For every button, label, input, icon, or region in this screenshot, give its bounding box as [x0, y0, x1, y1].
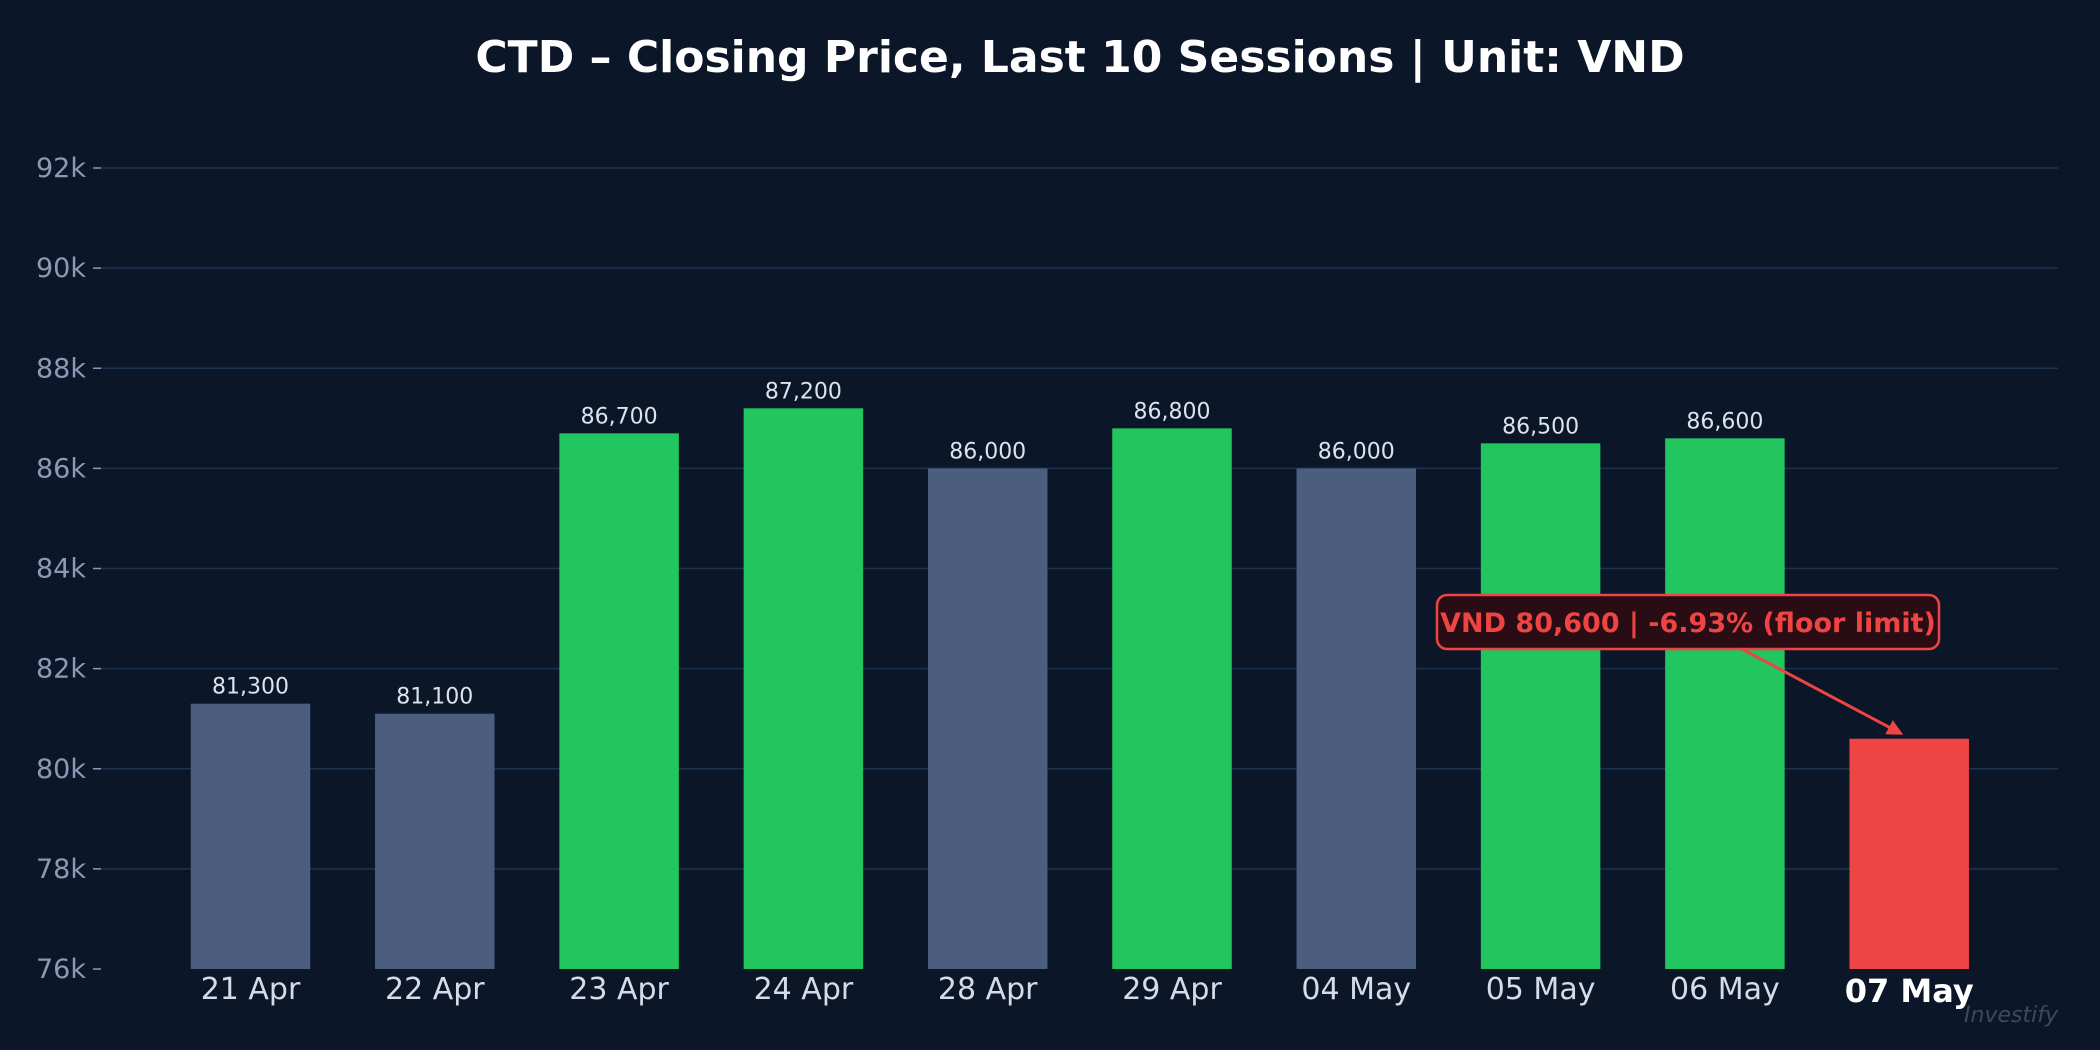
x-tick-label: 06 May — [1670, 972, 1780, 1007]
bar — [927, 468, 1048, 969]
y-tick-label: 80k — [36, 754, 86, 785]
x-tick-label: 07 May — [1845, 972, 1974, 1010]
y-axis: 76k 78k 80k 82k 84k 86k 88k 90k 92k — [36, 153, 101, 985]
x-tick-label: 05 May — [1486, 972, 1596, 1007]
y-tick-label: 86k — [36, 453, 86, 484]
x-tick-label: 28 Apr — [938, 972, 1038, 1007]
annotation-box — [1435, 593, 1941, 651]
x-tick-label: 04 May — [1301, 972, 1411, 1007]
bar — [375, 713, 495, 969]
y-tick-label: 76k — [36, 954, 86, 985]
bar — [559, 433, 679, 969]
chart-title: CTD – Closing Price, Last 10 Sessions | … — [475, 32, 1684, 83]
bar — [743, 408, 864, 969]
data-labels: 81,300 81,100 86,700 87,200 86,000 86,800 86,0… — [212, 379, 1763, 709]
watermark: Investify — [1964, 1003, 2059, 1028]
data-label: 86,000 — [949, 439, 1026, 464]
bar — [1665, 438, 1785, 969]
bar — [1480, 443, 1601, 969]
y-tick-label: 78k — [36, 854, 86, 885]
data-label: 81,300 — [212, 675, 289, 700]
annotation-text: VND 80,600 | -6.93% (floor limit) — [1440, 608, 1936, 639]
y-tick-label: 92k — [36, 153, 86, 184]
bar — [190, 703, 311, 969]
bars — [190, 408, 1969, 969]
annotation-arrow — [1741, 647, 1896, 732]
x-tick-label: 22 Apr — [385, 972, 485, 1007]
x-tick-label: 29 Apr — [1122, 972, 1222, 1007]
data-label: 87,200 — [765, 379, 842, 404]
y-tick-label: 88k — [36, 353, 86, 384]
y-tick-label: 82k — [36, 654, 86, 685]
x-axis: 21 Apr 22 Apr 23 Apr 24 Apr 28 Apr 29 Apr 04 M… — [201, 972, 1974, 1010]
data-label: 86,600 — [1686, 409, 1763, 434]
bar — [1849, 738, 1969, 969]
data-label: 86,700 — [581, 404, 658, 429]
y-tick-label: 84k — [36, 554, 86, 585]
annotation-arrowhead — [1885, 720, 1904, 735]
x-tick-label: 21 Apr — [201, 972, 301, 1007]
y-tick-label: 90k — [36, 253, 86, 284]
bar — [1112, 428, 1232, 969]
data-label: 81,100 — [396, 685, 473, 710]
x-tick-label: 24 Apr — [754, 972, 854, 1007]
bar — [1296, 468, 1417, 969]
data-label: 86,500 — [1502, 414, 1579, 439]
data-label: 86,800 — [1134, 399, 1211, 424]
annotation: VND 80,600 | -6.93% (floor limit) — [1435, 593, 1941, 735]
data-label: 86,000 — [1318, 439, 1395, 464]
x-tick-label: 23 Apr — [569, 972, 669, 1007]
